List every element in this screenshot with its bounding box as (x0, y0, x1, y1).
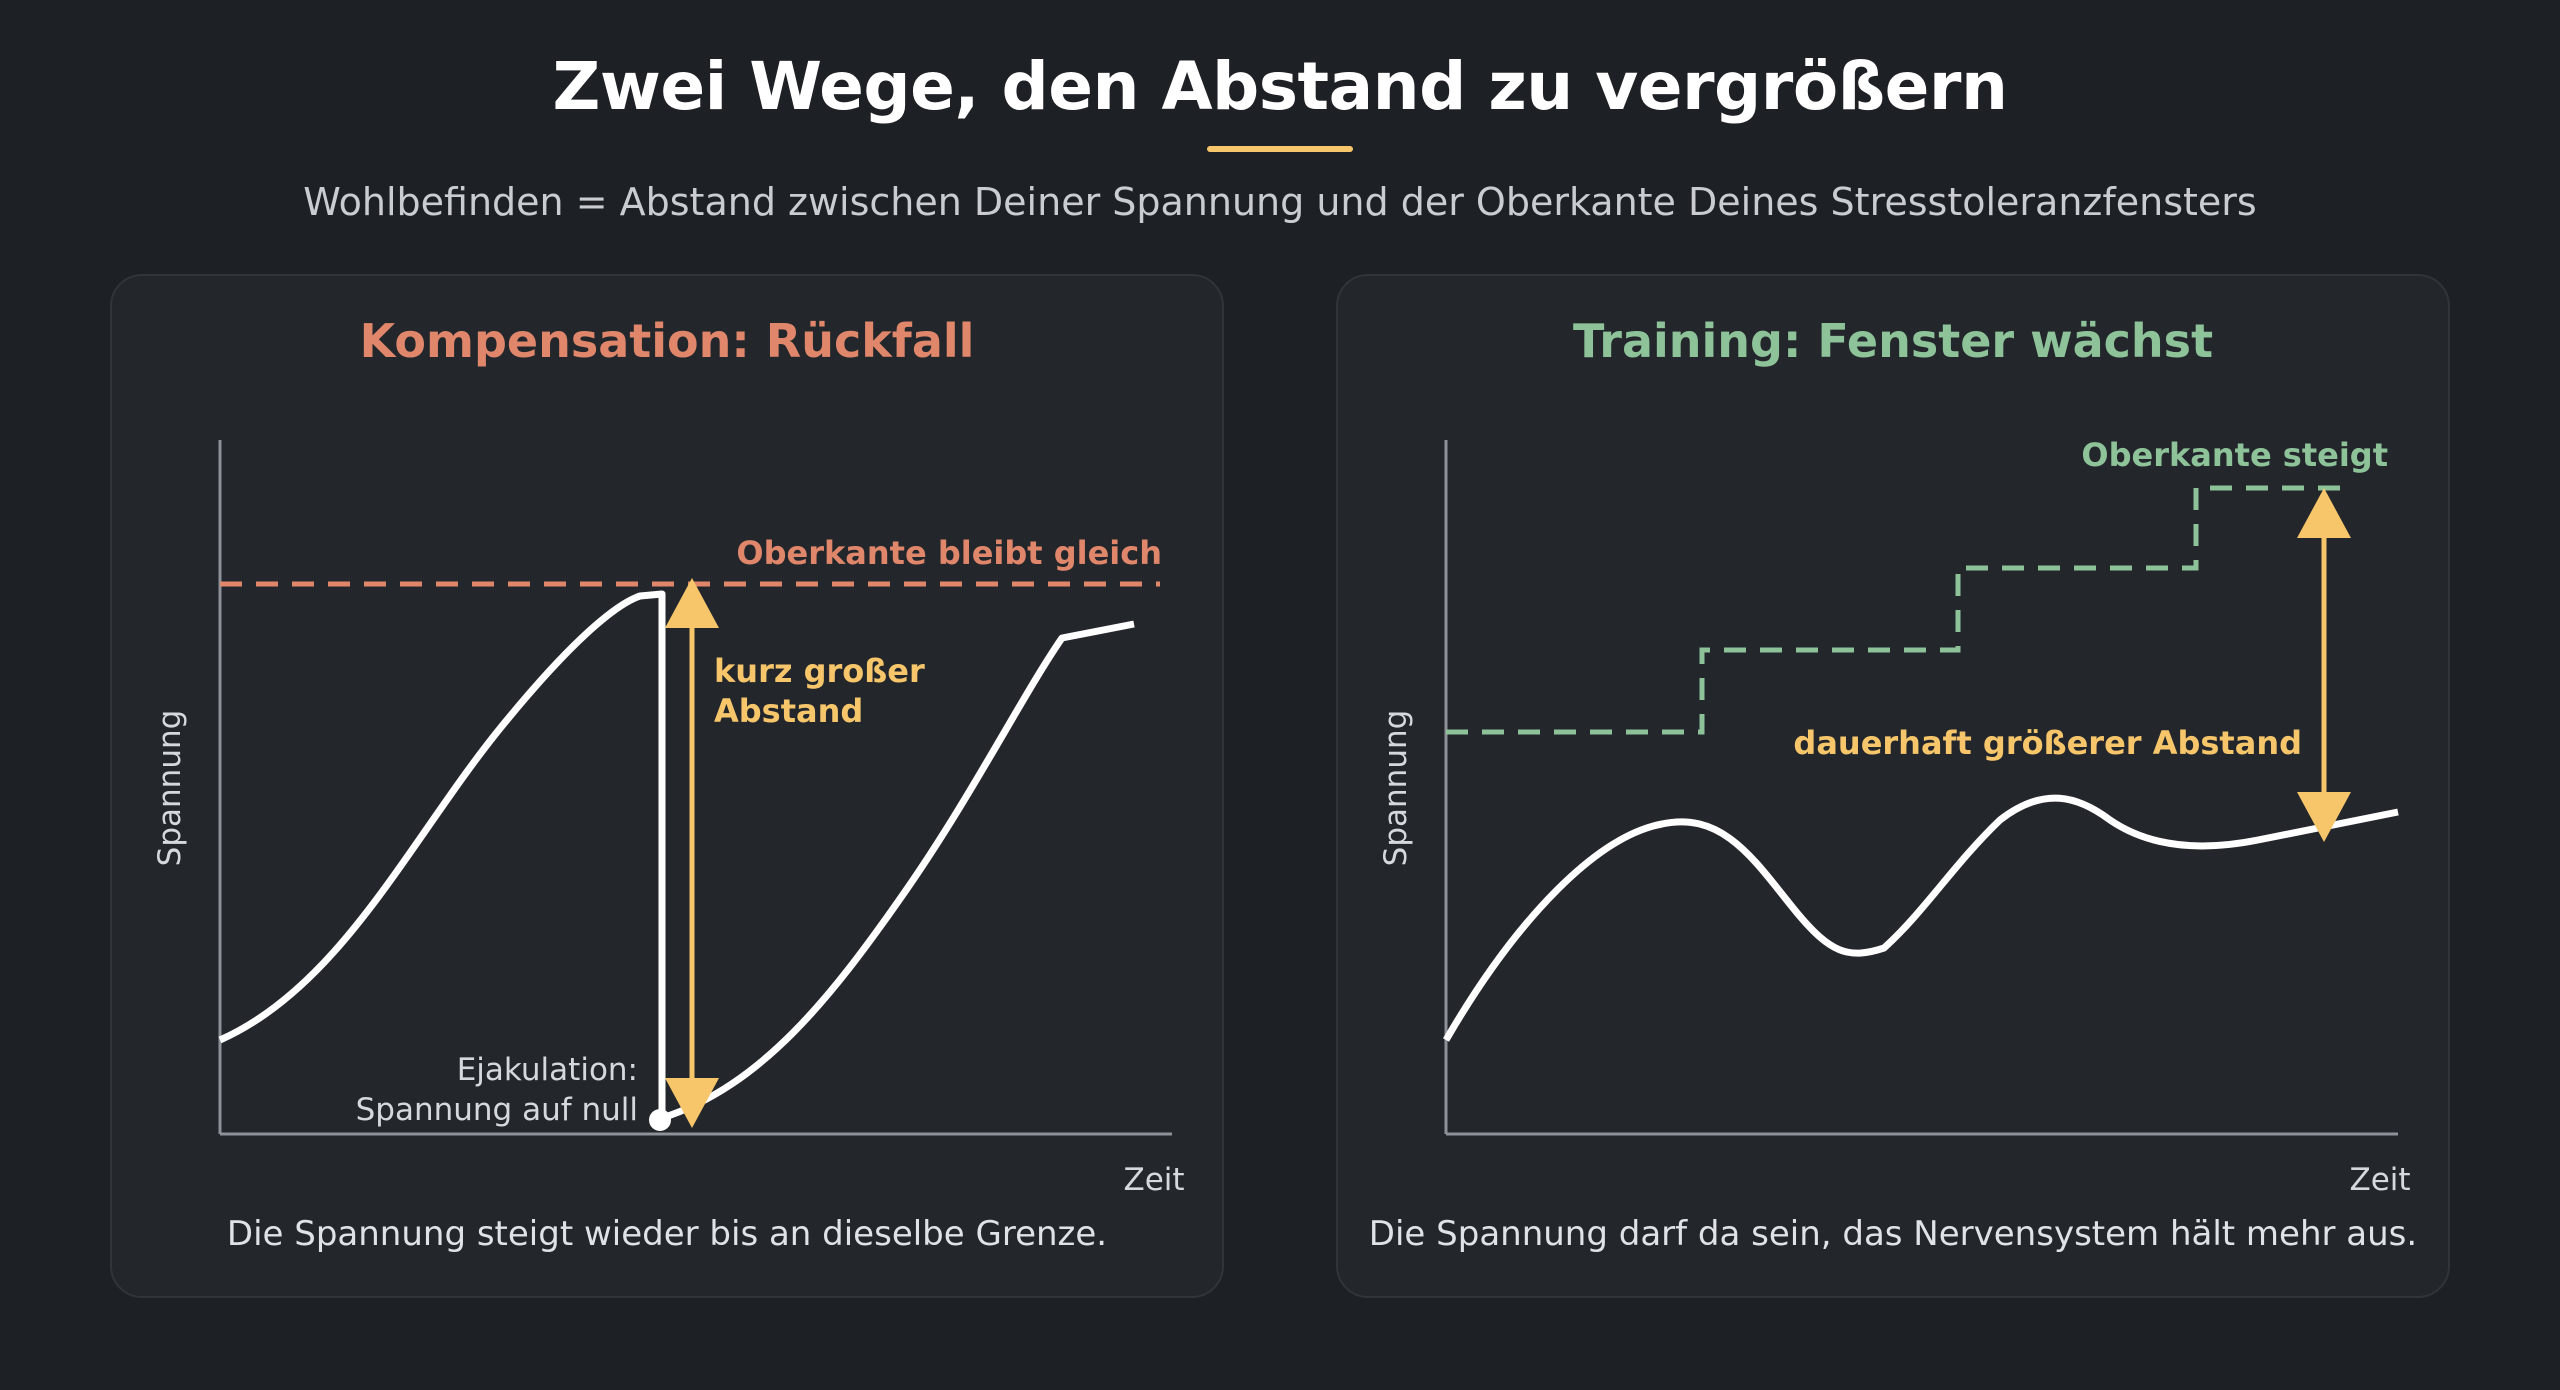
compensation-panel: Kompensation: Rückfall Spannung Zeit Obe… (110, 274, 1224, 1298)
upper-limit-label: Oberkante steigt (2081, 436, 2388, 474)
x-axis-label: Zeit (2349, 1162, 2410, 1198)
compensation-panel-title: Kompensation: Rückfall (359, 314, 975, 368)
page-subtitle: Wohlbefinden = Abstand zwischen Deiner S… (303, 180, 2257, 224)
tension-curve (1442, 794, 2399, 1042)
y-axis-label: Spannung (1378, 710, 1414, 867)
gap-arrow-head-up (2297, 488, 2351, 538)
event-label-line2: Spannung auf null (356, 1092, 638, 1128)
upper-limit-steps (1446, 485, 2352, 735)
gap-arrow-head-down (665, 1078, 719, 1128)
gap-arrow-head-up (665, 578, 719, 628)
title-underline (1207, 146, 1353, 152)
event-label-line1: Ejakulation: (457, 1052, 638, 1088)
tension-curve-recovery (660, 620, 1135, 1122)
training-diagram: Spannung Zeit Oberkante steigt dauerhaft… (1378, 436, 2411, 1198)
gap-arrow-head-down (2297, 792, 2351, 842)
compensation-caption: Die Spannung steigt wieder bis an diesel… (226, 1214, 1108, 1254)
upper-limit-label: Oberkante bleibt gleich (736, 534, 1162, 572)
y-axis-label: Spannung (152, 710, 188, 867)
training-panel-title: Training: Fenster wächst (1572, 314, 2214, 368)
compensation-diagram: Spannung Zeit Oberkante bleibt gleich ku… (152, 440, 1185, 1198)
training-caption: Die Spannung darf da sein, das Nervensys… (1368, 1214, 2418, 1254)
training-panel: Training: Fenster wächst Spannung Zeit O… (1336, 274, 2450, 1298)
gap-label-line2: Abstand (714, 692, 863, 730)
x-axis-label: Zeit (1123, 1162, 1184, 1198)
gap-label-line1: kurz großer (714, 652, 925, 690)
gap-label: dauerhaft größerer Abstand (1793, 724, 2302, 762)
ejaculation-point (649, 1109, 671, 1131)
tension-curve-rise (218, 590, 666, 1118)
page-title: Zwei Wege, den Abstand zu vergrößern (552, 48, 2008, 125)
